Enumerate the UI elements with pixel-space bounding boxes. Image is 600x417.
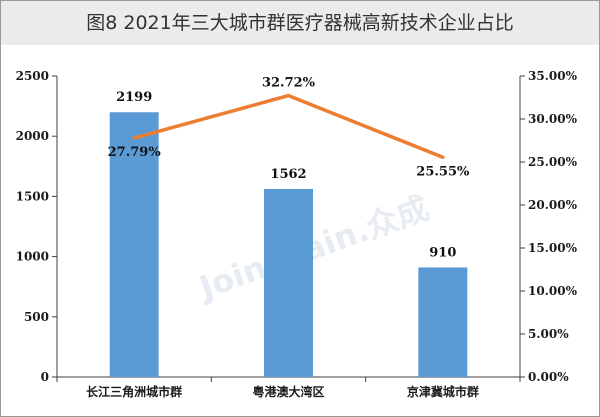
line-series: [132, 93, 445, 160]
right-y-tick-label: 0.00%: [528, 370, 569, 384]
title-bar: 图8 2021年三大城市群医疗器械高新技术企业占比: [1, 1, 599, 45]
bar-value-label: 910: [429, 245, 456, 260]
x-category-label: 长江三角洲城市群: [86, 384, 182, 399]
bar: [264, 188, 313, 377]
bar: [418, 267, 468, 377]
data-labels: 2199 1562 910 27.79% 32.72% 25.55%: [108, 76, 470, 261]
right-y-tick-label: 25.00%: [528, 155, 578, 169]
bar: [109, 112, 159, 377]
right-y-tick-label: 35.00%: [528, 69, 578, 83]
left-y-tick-label: 2500: [16, 69, 49, 83]
line-point: [441, 155, 445, 159]
line-value-label: 32.72%: [262, 76, 316, 91]
left-y-tick-label: 1000: [16, 250, 49, 264]
line-point: [287, 94, 290, 98]
left-y-tick-label: 1500: [16, 189, 49, 203]
right-y-tick-label: 20.00%: [528, 198, 578, 212]
line-path: [132, 93, 445, 160]
left-y-tick-label: 2000: [16, 129, 49, 143]
line-point: [132, 136, 136, 140]
line-value-label: 25.55%: [416, 164, 470, 179]
right-y-tick-label: 10.00%: [528, 284, 578, 298]
left-y-tick-label: 0: [41, 370, 49, 384]
bar-value-label: 2199: [116, 90, 152, 105]
watermark-layer: Joinchain.众成: [193, 189, 434, 308]
line-value-label: 27.79%: [108, 145, 162, 160]
x-category-label: 京津冀城市群: [407, 384, 479, 399]
bar-value-label: 1562: [270, 167, 306, 182]
watermark-text: Joinchain.众成: [193, 189, 434, 308]
left-y-tick-label: 500: [24, 310, 49, 324]
chart-title: 图8 2021年三大城市群医疗器械高新技术企业占比: [86, 12, 514, 34]
right-y-tick-label: 15.00%: [528, 241, 578, 255]
right-y-tick-label: 5.00%: [528, 327, 569, 341]
x-category-label: 粤港澳大湾区: [252, 384, 324, 399]
bar-series: [109, 112, 468, 377]
right-y-tick-label: 30.00%: [528, 112, 578, 126]
